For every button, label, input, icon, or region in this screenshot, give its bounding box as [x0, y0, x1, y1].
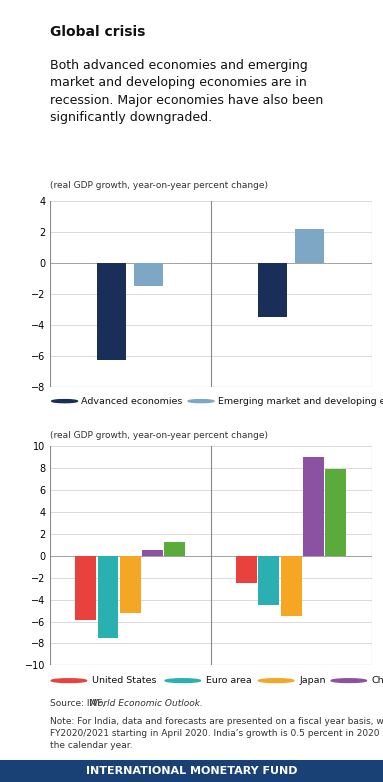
Text: China: China [372, 676, 383, 685]
Bar [120, 556, 141, 613]
Circle shape [51, 679, 87, 683]
Text: United States: United States [92, 676, 156, 685]
Text: Euro area: Euro area [206, 676, 252, 685]
Text: (real GDP growth, year-on-year percent change): (real GDP growth, year-on-year percent c… [50, 431, 268, 439]
Text: World Economic Outlook.: World Economic Outlook. [89, 699, 203, 708]
Text: Note: For India, data and forecasts are presented on a fiscal year basis, with
F: Note: For India, data and forecasts are … [50, 717, 383, 750]
Text: Japan: Japan [299, 676, 326, 685]
Bar [295, 228, 324, 263]
Text: Advanced economies: Advanced economies [81, 396, 183, 406]
Bar [98, 556, 118, 638]
Text: Emerging market and developing economies: Emerging market and developing economies [218, 396, 383, 406]
Circle shape [331, 679, 367, 683]
Circle shape [259, 679, 294, 683]
Text: INTERNATIONAL MONETARY FUND: INTERNATIONAL MONETARY FUND [86, 766, 297, 776]
Bar [325, 469, 346, 556]
Bar [75, 556, 96, 620]
Circle shape [165, 679, 201, 683]
Circle shape [188, 400, 214, 403]
Circle shape [52, 400, 77, 403]
Bar [236, 556, 257, 583]
Text: (real GDP growth, year-on-year percent change): (real GDP growth, year-on-year percent c… [50, 181, 268, 190]
Bar [281, 556, 301, 616]
Text: Global crisis: Global crisis [50, 25, 145, 39]
Bar [97, 263, 126, 361]
Bar [164, 543, 185, 556]
Bar [142, 550, 163, 556]
Text: Source: IMF,: Source: IMF, [50, 699, 108, 708]
Bar [259, 556, 279, 605]
Bar [258, 263, 287, 317]
Text: Both advanced economies and emerging
market and developing economies are in
rece: Both advanced economies and emerging mar… [50, 59, 323, 124]
Bar [303, 457, 324, 556]
Bar [134, 263, 163, 286]
